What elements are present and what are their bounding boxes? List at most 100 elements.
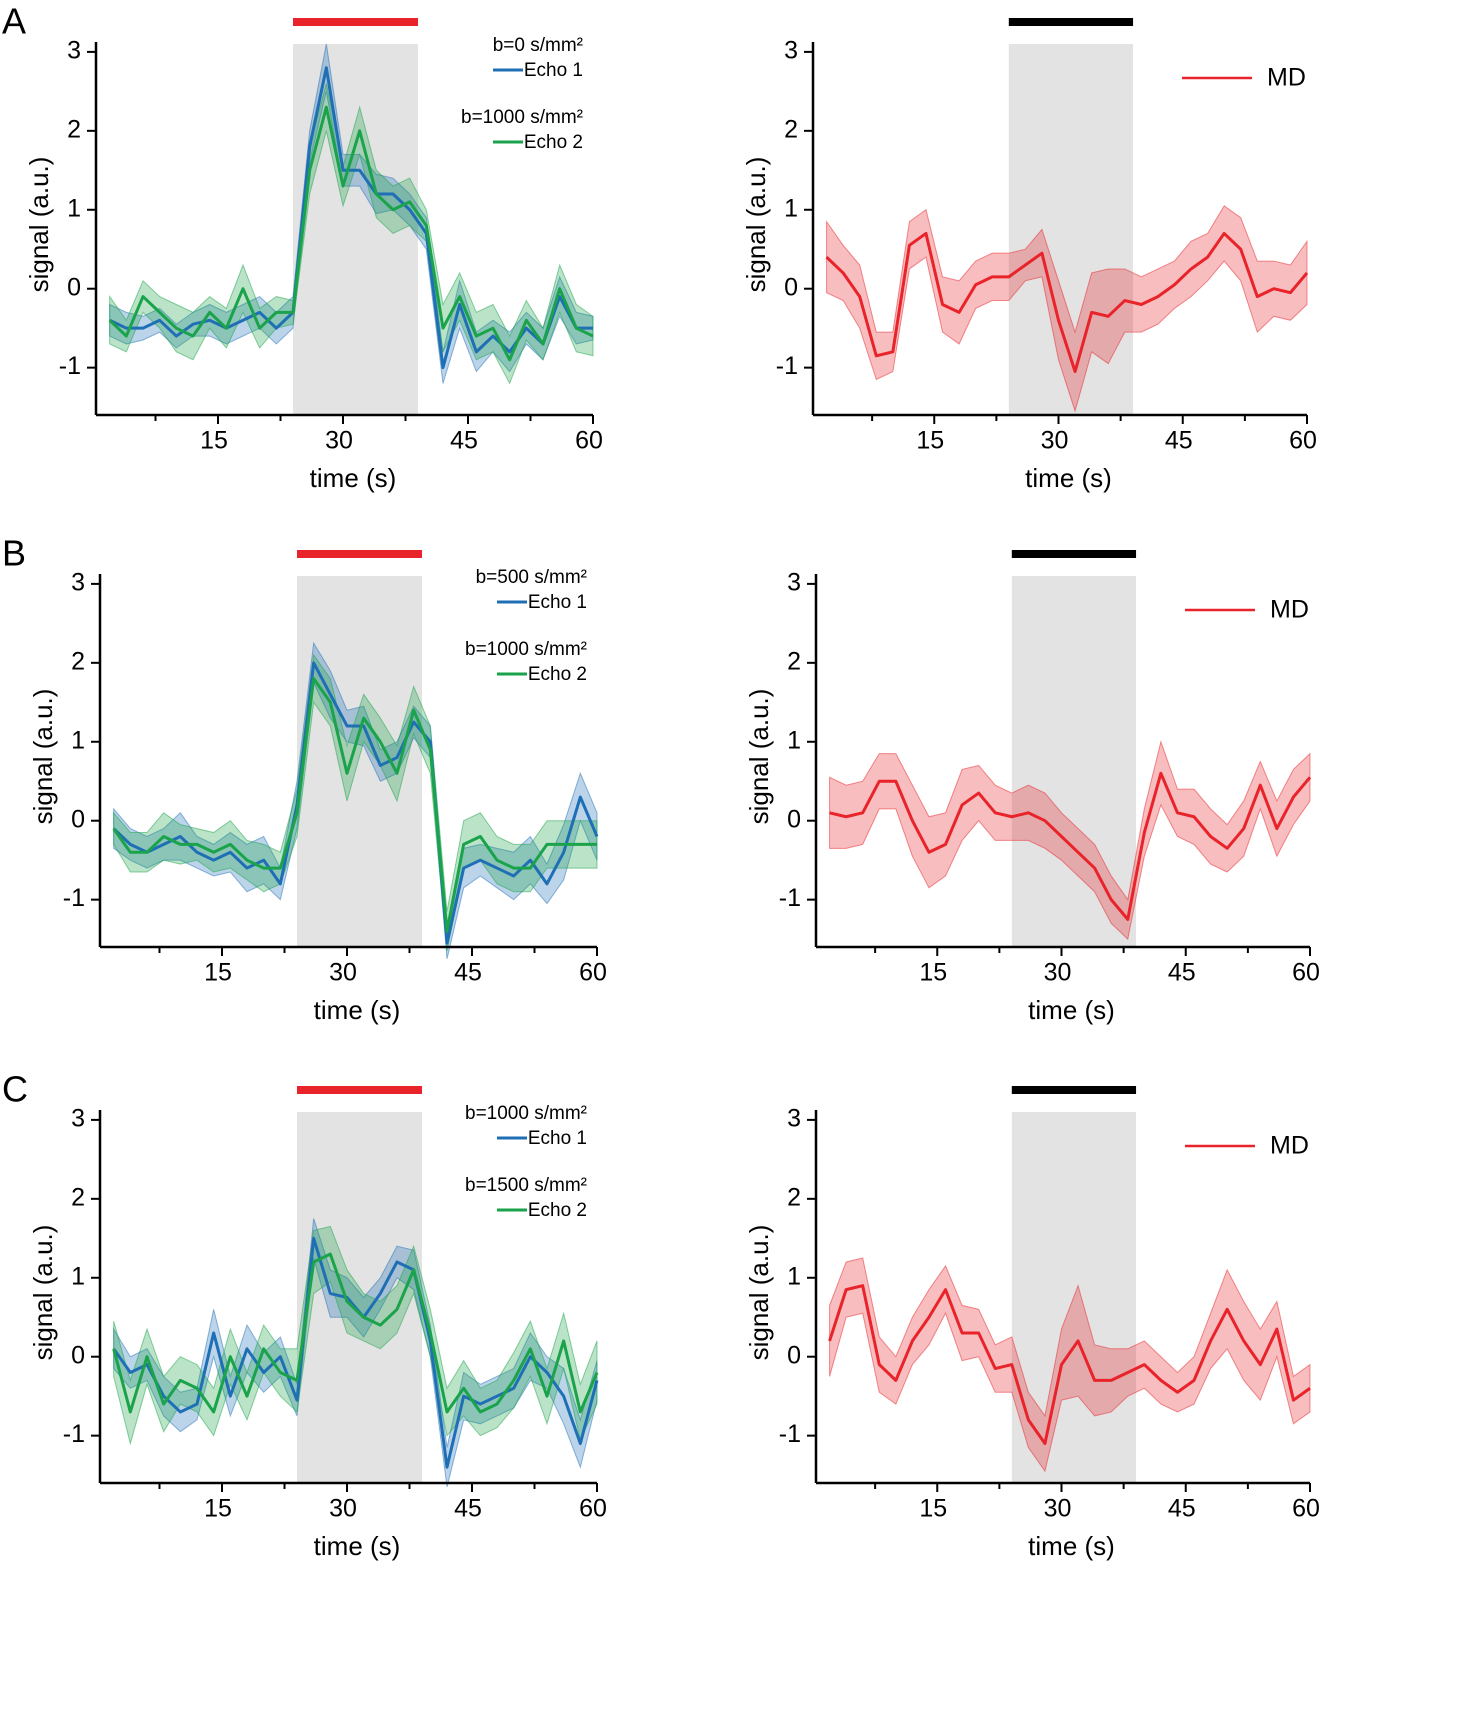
panel-label: A bbox=[2, 1, 26, 42]
x-tick-label: 15 bbox=[200, 427, 228, 455]
x-axis-label: time (s) bbox=[1028, 1531, 1115, 1561]
x-tick-label: 45 bbox=[1168, 959, 1196, 987]
y-tick-label: 0 bbox=[71, 1341, 85, 1369]
legend-label: Echo 2 bbox=[524, 132, 583, 153]
y-tick-label: 1 bbox=[787, 726, 801, 754]
y-tick-label: 1 bbox=[784, 194, 798, 222]
x-tick-label: 30 bbox=[329, 959, 357, 987]
series-line bbox=[828, 1284, 1311, 1446]
series-line bbox=[108, 105, 594, 362]
y-tick-label: 0 bbox=[71, 805, 85, 833]
y-tick-label: 3 bbox=[71, 1105, 85, 1133]
x-tick-label: 15 bbox=[916, 427, 944, 455]
legend-title: b=1000 s/mm² bbox=[465, 1103, 587, 1124]
x-tick-label: 60 bbox=[579, 1495, 607, 1523]
y-tick-label: 1 bbox=[787, 1262, 801, 1290]
stimulus-bar bbox=[1008, 18, 1134, 26]
y-tick-label: 2 bbox=[71, 1183, 85, 1211]
y-tick-label: 3 bbox=[787, 569, 801, 597]
legend-label: MD bbox=[1270, 596, 1309, 624]
stimulus-shading bbox=[293, 44, 418, 415]
stimulus-bar bbox=[293, 18, 418, 26]
x-tick-label: 45 bbox=[1165, 427, 1193, 455]
legend-label: Echo 1 bbox=[524, 60, 583, 81]
x-tick-label: 30 bbox=[1044, 959, 1072, 987]
y-tick-label: 2 bbox=[787, 1183, 801, 1211]
y-tick-label: 2 bbox=[67, 115, 81, 143]
x-tick-label: 30 bbox=[1044, 1495, 1072, 1523]
x-tick-label: 30 bbox=[329, 1495, 357, 1523]
x-tick-label: 45 bbox=[454, 1495, 482, 1523]
legend-title: b=0 s/mm² bbox=[493, 35, 583, 56]
y-axis-label: signal (a.u.) bbox=[741, 157, 771, 293]
y-tick-label: 0 bbox=[787, 805, 801, 833]
y-tick-label: 3 bbox=[787, 1105, 801, 1133]
panel: 15 30 45 60 -1 0 1 2 3 time (s) signal (a.u.) MD bbox=[741, 18, 1317, 493]
x-tick-label: 15 bbox=[919, 1495, 947, 1523]
series-line bbox=[825, 231, 1309, 374]
x-tick-label: 60 bbox=[1292, 959, 1320, 987]
legend-label: Echo 2 bbox=[528, 664, 587, 685]
y-tick-label: 0 bbox=[787, 1341, 801, 1369]
legend-title: b=1500 s/mm² bbox=[465, 1175, 587, 1196]
x-tick-label: 15 bbox=[204, 1495, 232, 1523]
series-line bbox=[829, 771, 1312, 921]
y-tick-label: -1 bbox=[63, 1420, 85, 1448]
stimulus-bar bbox=[1011, 550, 1137, 558]
x-tick-label: 30 bbox=[325, 427, 353, 455]
panel-label: C bbox=[2, 1069, 28, 1110]
x-axis-label: time (s) bbox=[1025, 463, 1112, 493]
stimulus-bar bbox=[1011, 1086, 1137, 1094]
legend-title: b=1000 s/mm² bbox=[465, 639, 587, 660]
stimulus-shading bbox=[1008, 44, 1134, 415]
y-tick-label: 2 bbox=[784, 115, 798, 143]
panel-label: B bbox=[2, 533, 26, 574]
series-line bbox=[112, 677, 597, 933]
y-tick-label: 1 bbox=[71, 726, 85, 754]
y-tick-label: 0 bbox=[784, 273, 798, 301]
x-tick-label: 30 bbox=[1041, 427, 1069, 455]
stimulus-bar bbox=[297, 1086, 422, 1094]
error-band bbox=[829, 740, 1311, 941]
x-axis-label: time (s) bbox=[310, 463, 397, 493]
y-tick-label: 0 bbox=[67, 273, 81, 301]
legend-label: Echo 1 bbox=[528, 592, 587, 613]
x-axis-label: time (s) bbox=[1028, 995, 1115, 1025]
legend-label: Echo 1 bbox=[528, 1128, 587, 1149]
panel: 15 30 45 60 -1 0 1 2 3 time (s) signal (a.u.) MD bbox=[744, 1086, 1320, 1561]
panel: 15 30 45 60 -1 0 1 2 3 time (s) signal (a.u.) Ab=0 … bbox=[2, 1, 603, 493]
x-tick-label: 60 bbox=[1292, 1495, 1320, 1523]
y-axis-label: signal (a.u.) bbox=[28, 1225, 58, 1361]
y-tick-label: -1 bbox=[779, 1420, 801, 1448]
y-tick-label: 3 bbox=[71, 569, 85, 597]
y-axis-label: signal (a.u.) bbox=[28, 689, 58, 825]
series-line bbox=[109, 66, 593, 370]
y-tick-label: 3 bbox=[784, 37, 798, 65]
stimulus-bar bbox=[297, 550, 422, 558]
y-tick-label: 2 bbox=[71, 647, 85, 675]
stimulus-shading bbox=[1011, 576, 1137, 947]
y-tick-label: 2 bbox=[787, 647, 801, 675]
x-tick-label: 45 bbox=[1168, 1495, 1196, 1523]
y-axis-label: signal (a.u.) bbox=[24, 157, 54, 293]
panel: 15 30 45 60 -1 0 1 2 3 time (s) signal (a.u.) Bb=50… bbox=[2, 533, 607, 1025]
y-tick-label: 1 bbox=[71, 1262, 85, 1290]
x-axis-label: time (s) bbox=[314, 1531, 401, 1561]
x-tick-label: 45 bbox=[450, 427, 478, 455]
error-band bbox=[826, 205, 1308, 413]
error-band bbox=[109, 83, 594, 385]
legend-label: Echo 2 bbox=[528, 1200, 587, 1221]
x-tick-label: 60 bbox=[579, 959, 607, 987]
y-axis-label: signal (a.u.) bbox=[744, 689, 774, 825]
x-tick-label: 60 bbox=[1289, 427, 1317, 455]
x-axis-label: time (s) bbox=[314, 995, 401, 1025]
panel: 15 30 45 60 -1 0 1 2 3 time (s) signal (a.u.) Cb=10… bbox=[2, 1069, 607, 1561]
legend-label: MD bbox=[1270, 1132, 1309, 1160]
series-line bbox=[112, 661, 599, 945]
legend-title: b=1000 s/mm² bbox=[461, 107, 583, 128]
y-tick-label: -1 bbox=[776, 352, 798, 380]
legend-label: MD bbox=[1267, 64, 1306, 92]
error-band bbox=[829, 1257, 1311, 1473]
y-tick-label: -1 bbox=[779, 884, 801, 912]
